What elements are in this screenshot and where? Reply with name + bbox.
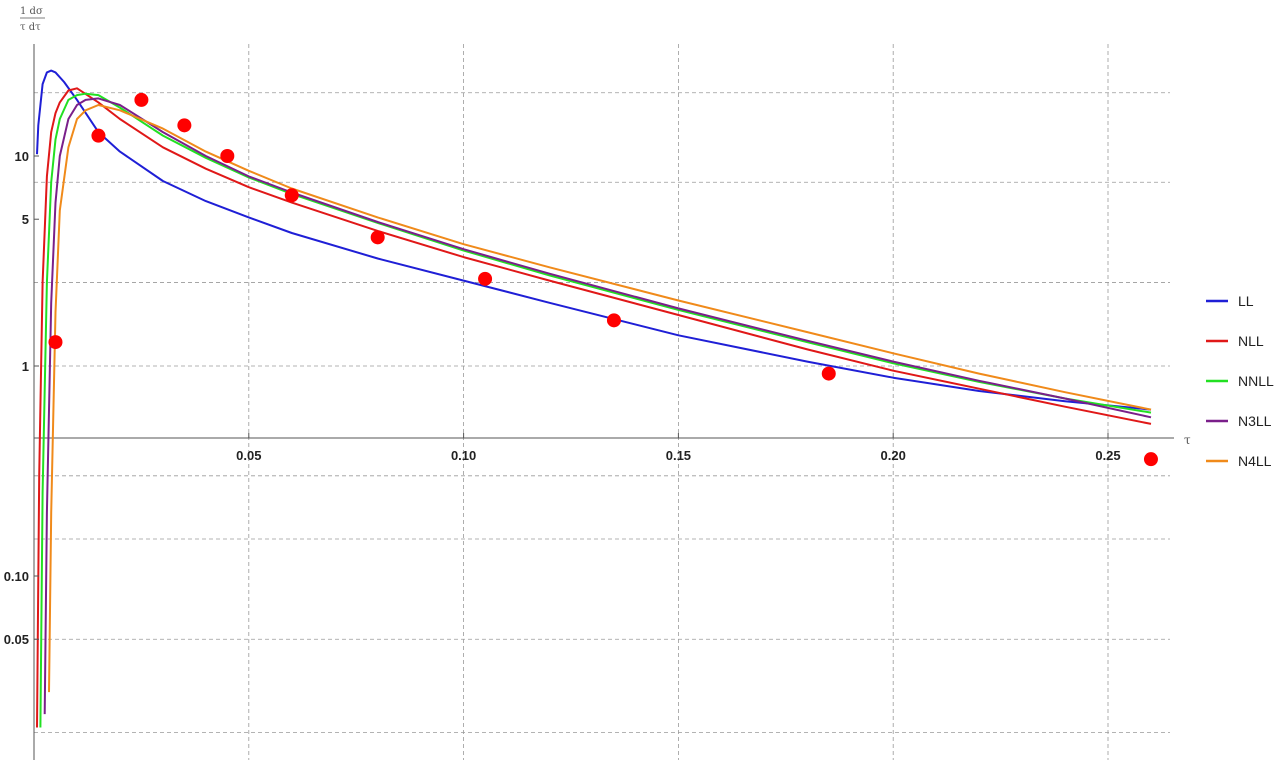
data-point	[606, 313, 621, 328]
grid-lines	[34, 44, 1170, 760]
data-point	[134, 92, 149, 107]
data-point	[48, 335, 63, 350]
x-tick-label: 0.15	[666, 448, 691, 463]
x-tick-label: 0.05	[236, 448, 261, 463]
x-tick-label: 0.20	[881, 448, 906, 463]
y-tick-label: 5	[22, 212, 29, 227]
data-point	[177, 118, 192, 133]
y-axis-label-top: 1 dσ	[20, 6, 43, 17]
x-tick-label: 0.25	[1095, 448, 1120, 463]
x-axis-label: τ	[1184, 433, 1191, 447]
data-point	[1143, 452, 1158, 467]
legend-label-nll: NLL	[1238, 333, 1264, 349]
series-line-nnll	[39, 92, 1152, 728]
series-line-ll	[36, 69, 1152, 411]
data-point	[91, 128, 106, 143]
y-tick-label: 10	[15, 149, 29, 164]
tick-labels: 0.05 0.10 0.15 0.20 0.25 10 5 1 0.10 0.05	[4, 149, 1121, 647]
y-axis-label-bottom: τ dτ	[20, 22, 41, 33]
legend: LL NLL NNLL N3LL N4LL	[1206, 293, 1274, 469]
series-line-n3ll	[43, 97, 1152, 715]
data-point	[478, 271, 493, 286]
y-axis-label: 1 dσ τ dτ	[20, 6, 45, 33]
data-point	[370, 230, 385, 245]
data-markers	[48, 92, 1158, 467]
axes	[33, 44, 1174, 760]
x-tick-label: 0.10	[451, 448, 476, 463]
series-line-nll	[36, 87, 1152, 728]
series-line-n4ll	[48, 104, 1152, 693]
y-tick-label: 1	[22, 359, 29, 374]
y-tick-label: 0.05	[4, 632, 29, 647]
y-tick-label: 0.10	[4, 569, 29, 584]
series-lines	[36, 69, 1152, 728]
data-point	[220, 149, 235, 163]
legend-label-n4ll: N4LL	[1238, 453, 1272, 469]
data-point	[821, 366, 836, 381]
legend-label-ll: LL	[1238, 293, 1254, 309]
legend-label-nnll: NNLL	[1238, 373, 1274, 389]
data-point	[284, 188, 299, 203]
legend-label-n3ll: N3LL	[1238, 413, 1272, 429]
